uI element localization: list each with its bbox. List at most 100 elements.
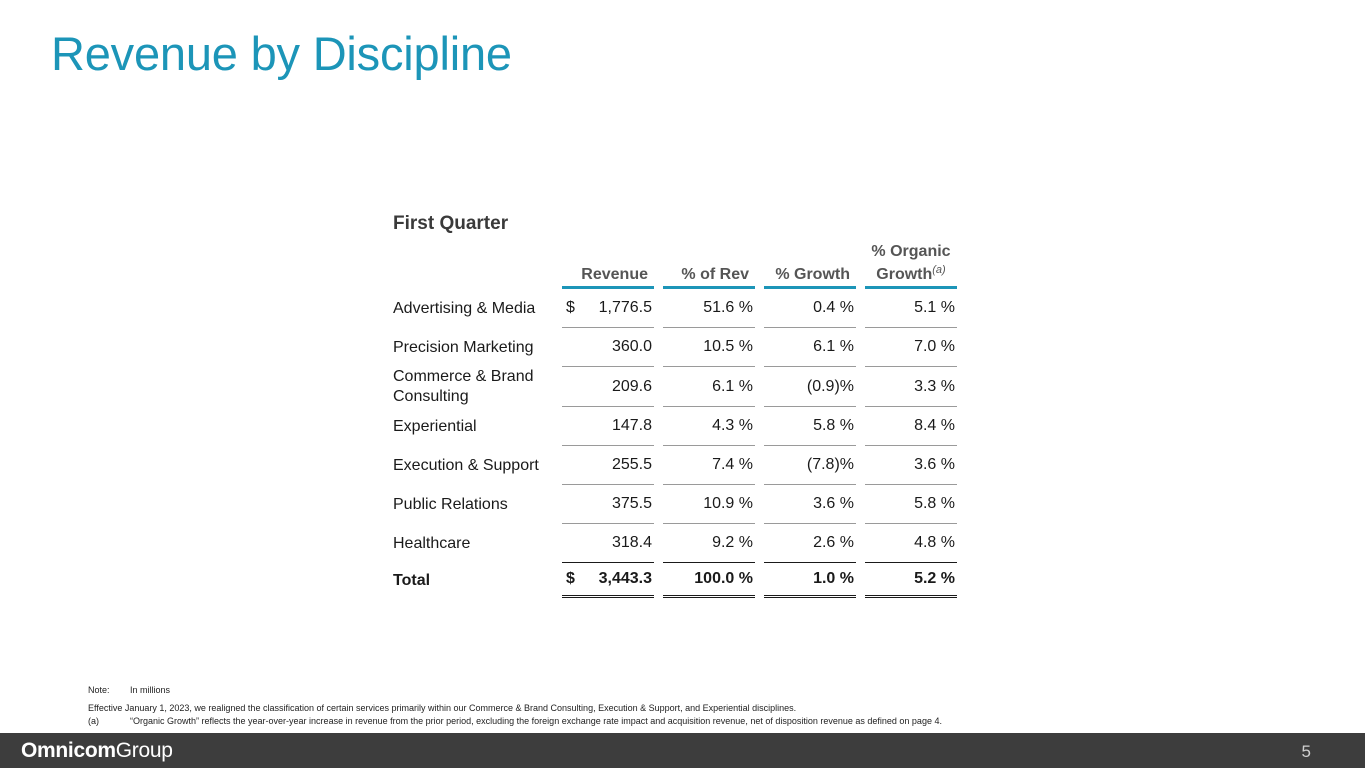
table-row: Public Relations 375.5 10.9 % 3.6 % 5.8 % [388,485,957,524]
revenue-cell-value: 147.8 [611,417,652,434]
organic-cell-value: 3.3 % [914,377,955,395]
page-title: Revenue by Discipline [51,27,512,80]
table-row: Advertising & Media $1,776.5 51.6 % 0.4 % 5.… [388,289,957,328]
organic-cell-value: 5.2 % [914,570,955,587]
discipline-name: Execution & Support [393,456,539,474]
revenue-cell-value: 360.0 [611,338,652,355]
table-body: Advertising & Media $1,776.5 51.6 % 0.4 % 5.… [388,289,957,598]
revenue-cell-value: 1,776.5 [598,299,652,316]
organic-cell: 4.8 % [865,524,957,563]
note-footnote-a: (a) “Organic Growth” reflects the year-ov… [88,716,942,726]
revenue-cell-value: 318.4 [611,534,652,551]
revenue-cell: $1,776.5 [562,289,654,328]
table-row: Commerce & Brand Consulting 209.6 6.1 % (0.… [388,367,957,407]
pct-rev-cell: 9.2 % [663,524,755,563]
organic-cell-value: 5.8 % [914,495,955,512]
pct-rev-cell-value: 100.0 % [694,570,753,587]
revenue-cell-value: 375.5 [611,495,652,512]
revenue-cell-value: 3,443.3 [598,570,652,587]
header-organic-growth: % Organic Growth(a) [865,240,957,289]
organic-cell: 3.6 % [865,446,957,485]
page-number: 5 [1301,742,1311,761]
footnote-marker: (a) [932,264,946,276]
discipline-name: Total [393,571,431,589]
discipline-name: Precision Marketing [393,338,534,356]
revenue-cell: 147.8 [562,407,654,446]
discipline-name: Public Relations [393,495,508,513]
growth-cell-value: (7.8)% [806,456,854,473]
growth-cell: 6.1 % [764,328,856,367]
header-revenue: Revenue [562,240,654,289]
pct-rev-cell: 100.0 % [663,563,755,598]
pct-rev-cell-value: 4.3 % [712,417,753,434]
organic-cell: 3.3 % [865,367,957,407]
header-label-spacer [388,240,562,289]
currency-symbol: $ [566,570,575,587]
organic-cell-value: 4.8 % [914,534,955,551]
note-tag: Note: [88,685,110,695]
pct-rev-cell-value: 10.5 % [703,338,753,355]
growth-cell-value: 2.6 % [813,534,854,551]
revenue-cell: 209.6 [562,367,654,407]
table-row: Total $3,443.3 100.0 % 1.0 % 5.2 % [388,563,957,598]
growth-cell-value: 6.1 % [813,338,854,355]
growth-cell: 0.4 % [764,289,856,328]
growth-cell-value: (0.9)% [806,377,854,395]
pct-rev-cell: 10.9 % [663,485,755,524]
table-row: Precision Marketing 360.0 10.5 % 6.1 % 7.0 % [388,328,957,367]
header-organic-line1: % Organic [871,243,951,260]
note-units: Note: In millions [88,685,170,695]
footer-bar: OmnicomGroup 5 [0,733,1365,768]
growth-cell: (7.8)% [764,446,856,485]
revenue-cell: 375.5 [562,485,654,524]
growth-cell: 3.6 % [764,485,856,524]
organic-cell-value: 5.1 % [914,299,955,316]
note-text: In millions [130,685,171,695]
organic-cell: 7.0 % [865,328,957,367]
organic-cell-value: 7.0 % [914,338,955,355]
currency-symbol: $ [566,299,575,316]
footnote-a-tag: (a) [88,716,99,726]
footnote-a-text: “Organic Growth” reflects the year-over-… [130,716,942,726]
growth-cell: 1.0 % [764,563,856,598]
organic-cell: 5.1 % [865,289,957,328]
table-row: Experiential 147.8 4.3 % 5.8 % 8.4 % [388,407,957,446]
growth-cell-value: 3.6 % [813,495,854,512]
organic-cell-value: 8.4 % [914,417,955,434]
discipline-name: Experiential [393,417,477,435]
table-row: Execution & Support 255.5 7.4 % (7.8)% 3.6 % [388,446,957,485]
revenue-cell: $3,443.3 [562,563,654,598]
revenue-cell: 360.0 [562,328,654,367]
revenue-cell: 255.5 [562,446,654,485]
discipline-name: Healthcare [393,534,471,552]
pct-rev-cell-value: 6.1 % [712,377,753,395]
revenue-cell: 318.4 [562,524,654,563]
discipline-name: Advertising & Media [393,299,536,317]
pct-rev-cell-value: 51.6 % [703,299,753,316]
header-organic-line2: Growth [876,266,933,283]
pct-rev-cell: 51.6 % [663,289,755,328]
growth-cell: 5.8 % [764,407,856,446]
logo-light-text: Group [115,739,173,762]
growth-cell: (0.9)% [764,367,856,407]
revenue-cell-value: 209.6 [611,377,652,395]
note-effective: Effective January 1, 2023, we realigned … [88,703,797,713]
growth-cell-value: 5.8 % [813,417,854,434]
table-row: Healthcare 318.4 9.2 % 2.6 % 4.8 % [388,524,957,563]
pct-rev-cell: 6.1 % [663,367,755,407]
growth-cell-value: 0.4 % [813,299,854,316]
table-header-row: Revenue % of Rev % Growth % Organic Grow… [388,240,957,289]
organic-cell: 5.2 % [865,563,957,598]
organic-cell: 8.4 % [865,407,957,446]
revenue-table: Revenue % of Rev % Growth % Organic Grow… [388,240,957,598]
logo-bold-text: Omnicom [21,739,116,762]
pct-rev-cell-value: 10.9 % [703,495,753,512]
pct-rev-cell: 10.5 % [663,328,755,367]
header-pct-rev: % of Rev [663,240,755,289]
pct-rev-cell-value: 7.4 % [712,456,753,473]
growth-cell: 2.6 % [764,524,856,563]
discipline-name: Commerce & Brand Consulting [393,368,534,405]
section-heading: First Quarter [393,213,509,234]
revenue-cell-value: 255.5 [611,456,652,473]
pct-rev-cell: 4.3 % [663,407,755,446]
